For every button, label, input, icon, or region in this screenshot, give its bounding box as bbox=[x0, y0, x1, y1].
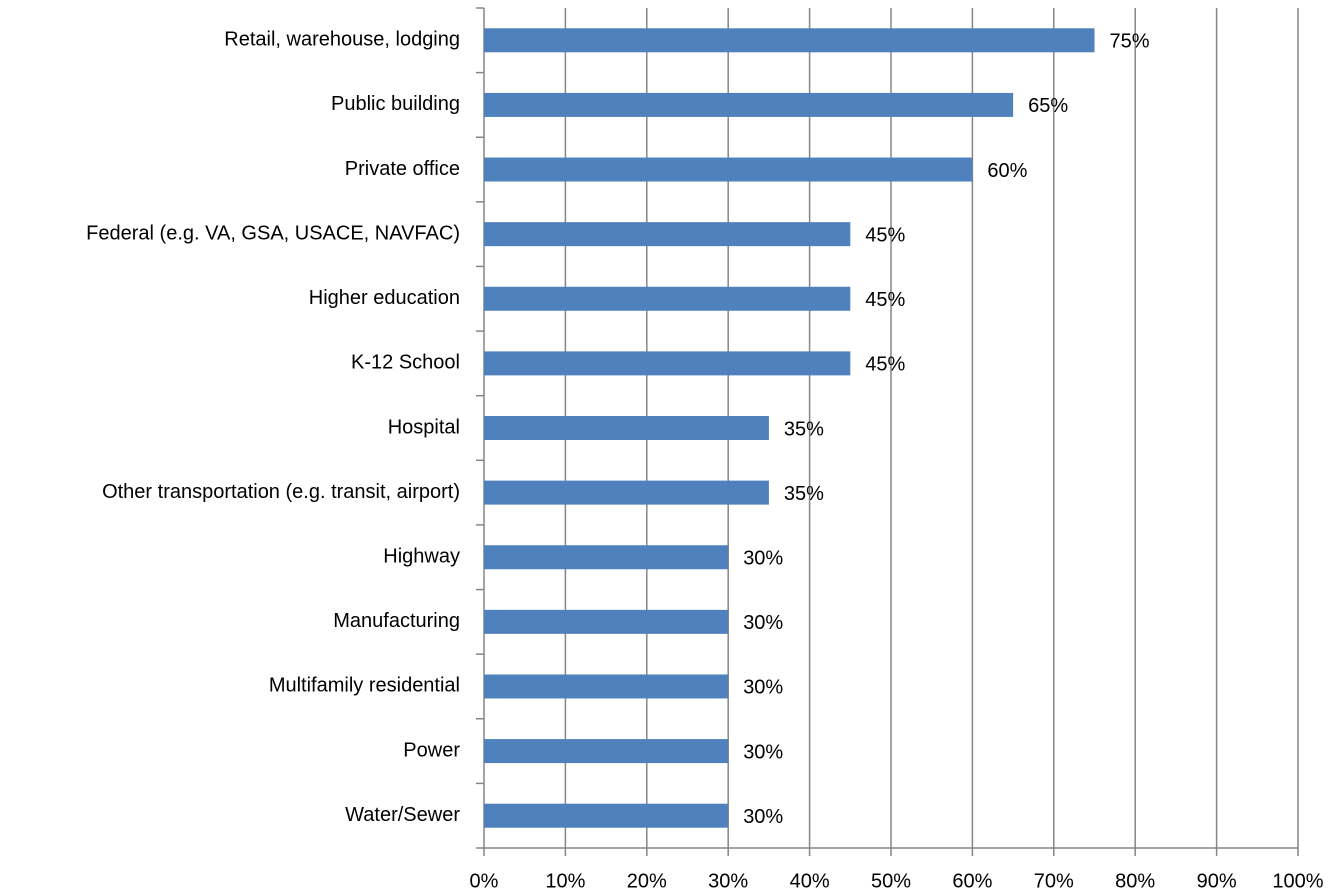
bar bbox=[484, 286, 851, 311]
x-tick-label: 40% bbox=[790, 870, 830, 892]
bar bbox=[484, 416, 769, 440]
bar bbox=[484, 351, 851, 376]
value-label: 45% bbox=[865, 289, 905, 311]
value-label: 35% bbox=[784, 483, 824, 505]
y-tick-label: Power bbox=[403, 739, 460, 761]
x-tick-label: 80% bbox=[1115, 870, 1155, 892]
value-label: 30% bbox=[743, 548, 783, 570]
x-tick-label: 60% bbox=[952, 870, 992, 892]
y-tick-label: Public building bbox=[331, 93, 460, 115]
x-tick-label: 0% bbox=[470, 870, 499, 892]
bar bbox=[484, 28, 1095, 53]
value-label: 75% bbox=[1110, 31, 1150, 53]
value-label: 45% bbox=[865, 224, 905, 246]
x-tick-label: 70% bbox=[1034, 870, 1074, 892]
y-tick-label: Highway bbox=[383, 546, 460, 568]
y-tick-label: Water/Sewer bbox=[345, 804, 460, 826]
value-label: 45% bbox=[865, 354, 905, 376]
bar bbox=[484, 222, 851, 247]
x-tick-label: 20% bbox=[627, 870, 667, 892]
y-tick-label: Retail, warehouse, lodging bbox=[224, 29, 460, 51]
y-tick-label: Hospital bbox=[388, 416, 460, 438]
x-tick-label: 50% bbox=[871, 870, 911, 892]
x-tick-label: 30% bbox=[708, 870, 748, 892]
value-label: 30% bbox=[743, 806, 783, 828]
y-tick-label: Higher education bbox=[309, 287, 460, 309]
bar bbox=[484, 609, 729, 634]
y-tick-label: Multifamily residential bbox=[269, 675, 460, 697]
value-label: 35% bbox=[784, 418, 824, 440]
y-tick-label: K-12 School bbox=[351, 352, 460, 374]
x-tick-label: 100% bbox=[1272, 870, 1323, 892]
y-tick-label: Manufacturing bbox=[333, 610, 460, 632]
bar bbox=[484, 92, 1014, 117]
bar bbox=[484, 480, 769, 505]
bar bbox=[484, 545, 729, 570]
x-tick-label: 10% bbox=[545, 870, 585, 892]
y-tick-label: Private office bbox=[345, 158, 460, 180]
bar bbox=[484, 157, 973, 182]
bar bbox=[484, 739, 729, 764]
y-tick-label: Other transportation (e.g. transit, airp… bbox=[102, 481, 460, 503]
value-label: 30% bbox=[743, 741, 783, 763]
y-tick-label: Federal (e.g. VA, GSA, USACE, NAVFAC) bbox=[86, 222, 460, 244]
value-label: 30% bbox=[743, 612, 783, 634]
bar bbox=[484, 674, 729, 699]
bar bbox=[484, 803, 729, 828]
value-label: 30% bbox=[743, 677, 783, 699]
value-label: 60% bbox=[987, 160, 1027, 182]
value-label: 65% bbox=[1028, 95, 1068, 117]
x-tick-label: 90% bbox=[1197, 870, 1237, 892]
